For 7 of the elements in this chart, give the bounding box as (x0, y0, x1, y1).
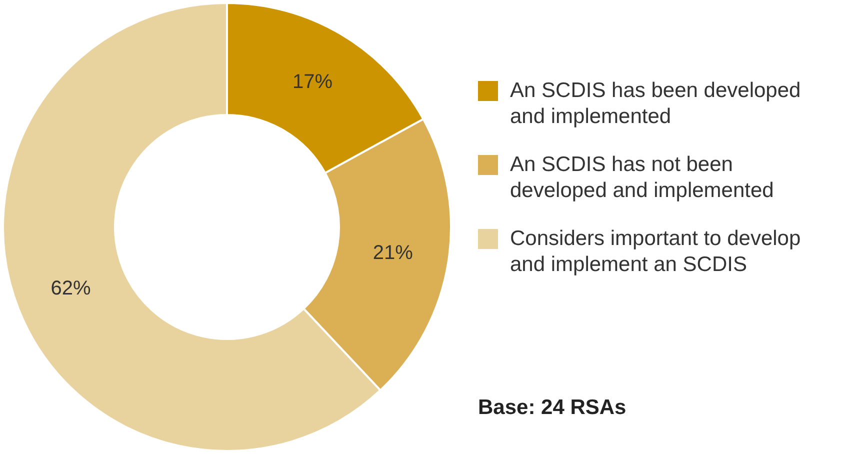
text: Base: 24 RSAs (478, 396, 626, 420)
legend-label: Considers important to develop and implement an SCDIS (510, 226, 802, 278)
data-label: 17% (292, 70, 333, 93)
legend-label: An SCDIS has been developed and implemented (510, 78, 802, 130)
data-label: 21% (372, 242, 414, 264)
legend-label: An SCDIS has not been developed and implemented (510, 152, 775, 204)
data-label: 62% (50, 277, 92, 300)
